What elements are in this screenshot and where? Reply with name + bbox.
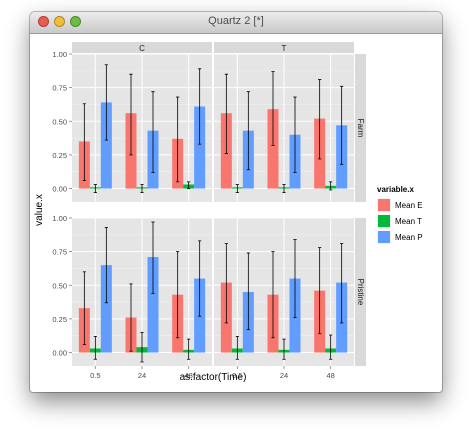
x-tick-label: 0.5 (232, 371, 242, 380)
title-bar[interactable]: Quartz 2 [*] (30, 12, 442, 34)
close-button[interactable] (38, 16, 49, 27)
facet-strip-row-farm (355, 54, 366, 202)
legend-key-mean-e (378, 199, 390, 211)
facet-label-row-pristine: Pristine (356, 279, 365, 306)
facet-strip-col-c (72, 42, 212, 53)
bar-mean-p (100, 265, 112, 353)
panel-c-pristine (72, 217, 212, 366)
bar-mean-p (100, 102, 112, 189)
bar-mean-e (267, 109, 279, 189)
y-tick-label: 0.75 (52, 248, 67, 257)
y-tick-label: 0.50 (52, 117, 67, 126)
x-tick-label: 24 (138, 371, 146, 380)
y-tick-label: 1.00 (52, 50, 67, 59)
legend-label: Mean T (395, 217, 422, 226)
y-tick-label: 0.00 (52, 349, 67, 358)
facet-strip-col-t (214, 42, 354, 53)
x-tick-label: 0.5 (90, 371, 100, 380)
x-tick-label: 48 (326, 371, 334, 380)
bar-mean-p (194, 106, 206, 189)
facet-strip-row-pristine (355, 218, 366, 366)
bar-mean-p (147, 257, 159, 353)
y-axis-title: value.x (34, 194, 45, 226)
y-tick-label: 0.75 (52, 84, 67, 93)
legend-key-mean-p (378, 231, 390, 243)
x-tick-label: 24 (280, 371, 288, 380)
legend-title: variable.x (377, 185, 414, 194)
minimize-button[interactable] (54, 16, 65, 27)
facet-label-col-c: C (139, 44, 145, 53)
panel-t-farm (214, 53, 354, 202)
quartz-window: Quartz 2 [*] C T Farm Pristine 0.00 0.25 0.50 0… (30, 12, 442, 392)
legend-key-mean-t (378, 215, 390, 227)
y-tick-label: 0.25 (52, 151, 67, 160)
window-title: Quartz 2 [*] (208, 15, 264, 27)
facet-label-row-farm: Farm (356, 119, 365, 138)
legend-label: Mean P (395, 233, 423, 242)
y-tick-label: 1.00 (52, 214, 67, 223)
legend-label: Mean E (395, 201, 423, 210)
y-tick-label: 0.00 (52, 185, 67, 194)
panel-c-farm (72, 53, 212, 202)
x-tick-label: 48 (184, 371, 192, 380)
y-tick-label: 0.50 (52, 281, 67, 290)
panel-t-pristine (214, 217, 354, 366)
x-axis-title: as.factor(Time) (180, 372, 247, 383)
facet-label-col-t: T (282, 44, 287, 53)
y-tick-label: 0.25 (52, 315, 67, 324)
faceted-bar-chart: C T Farm Pristine 0.00 0.25 0.50 0.75 1.00 0.00 0.… (34, 42, 423, 383)
zoom-button[interactable] (70, 16, 81, 27)
